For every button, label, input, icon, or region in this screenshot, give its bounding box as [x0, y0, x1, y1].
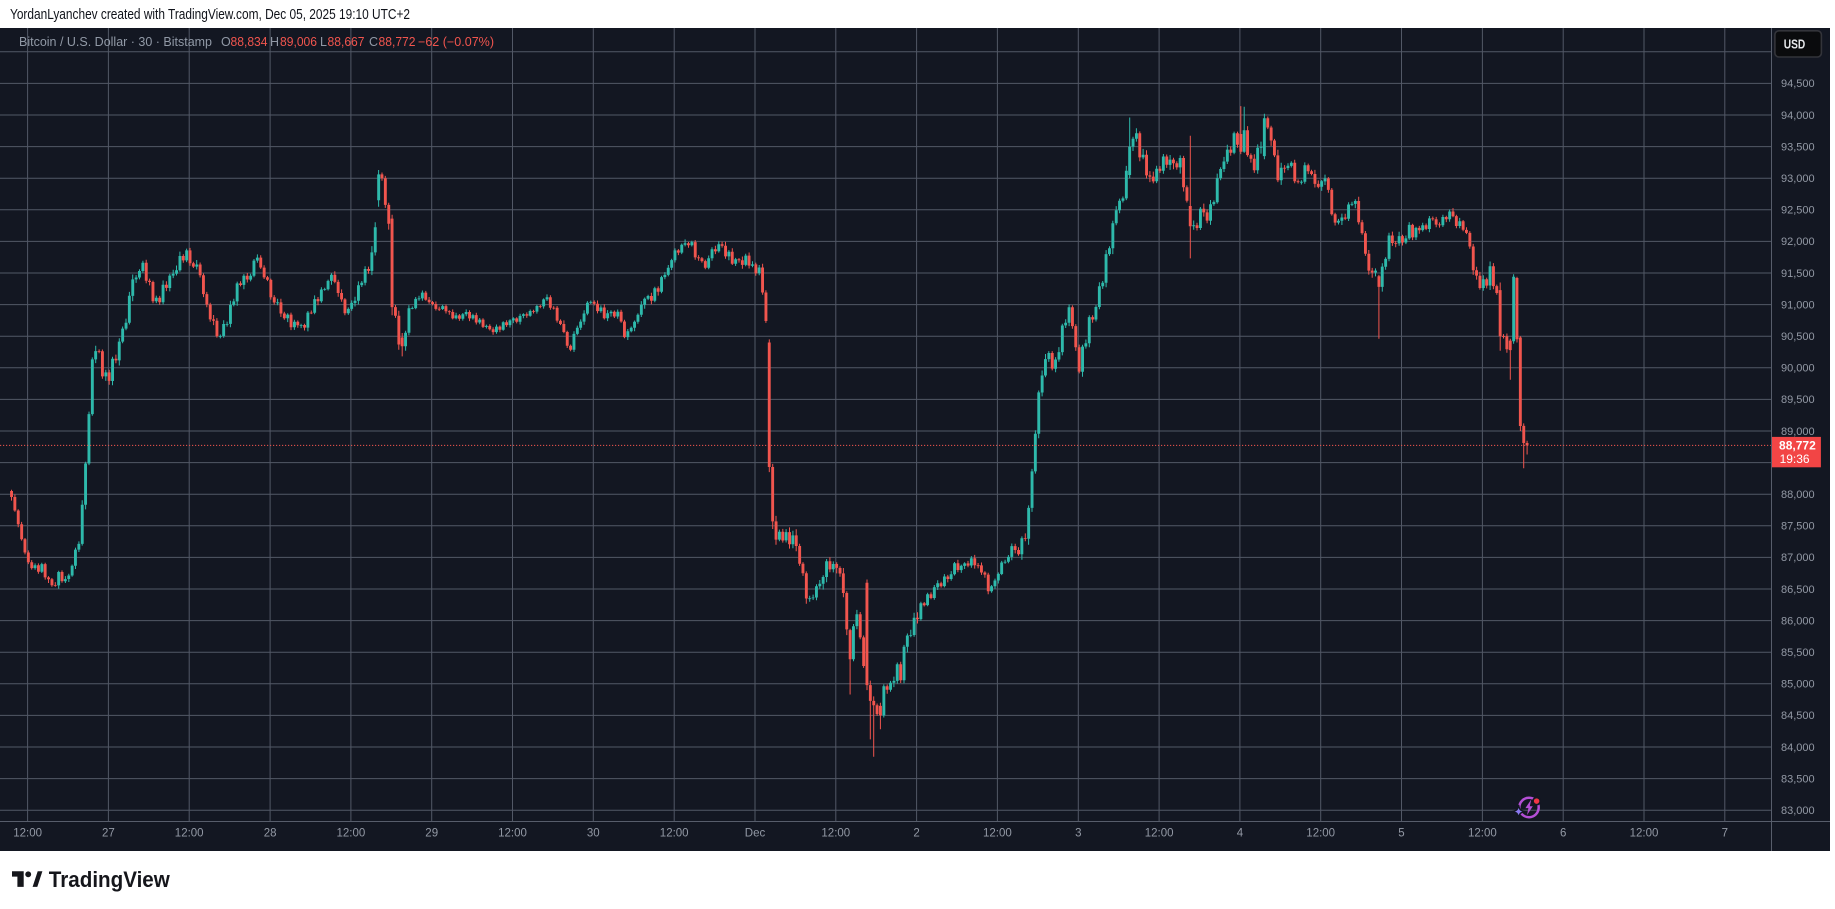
svg-text:12:00: 12:00 [175, 828, 204, 840]
svg-text:Dec: Dec [745, 828, 766, 840]
svg-text:88,772: 88,772 [1779, 438, 1816, 452]
svg-text:12:00: 12:00 [983, 828, 1012, 840]
svg-text:89,006: 89,006 [280, 35, 317, 49]
svg-text:USD: USD [1784, 36, 1806, 51]
svg-text:93,500: 93,500 [1781, 141, 1815, 153]
svg-text:−62 (−0.07%): −62 (−0.07%) [418, 35, 494, 49]
svg-text:84,500: 84,500 [1781, 710, 1815, 722]
svg-text:88,667: 88,667 [328, 35, 365, 49]
svg-text:C: C [369, 35, 378, 49]
svg-text:94,000: 94,000 [1781, 110, 1815, 122]
svg-text:12:00: 12:00 [1468, 828, 1497, 840]
svg-text:O: O [221, 35, 231, 49]
svg-text:4: 4 [1237, 828, 1244, 840]
svg-text:86,500: 86,500 [1781, 584, 1815, 596]
svg-text:2: 2 [913, 828, 919, 840]
svg-text:83,500: 83,500 [1781, 773, 1815, 785]
svg-text:12:00: 12:00 [1630, 828, 1659, 840]
svg-text:TradingView: TradingView [49, 867, 171, 892]
svg-text:3: 3 [1075, 828, 1081, 840]
svg-text:5: 5 [1398, 828, 1404, 840]
svg-text:92,500: 92,500 [1781, 205, 1815, 217]
svg-text:85,500: 85,500 [1781, 647, 1815, 659]
svg-text:Bitcoin / U.S. Dollar · 30 · B: Bitcoin / U.S. Dollar · 30 · Bitstamp [19, 35, 212, 49]
svg-text:89,500: 89,500 [1781, 394, 1815, 406]
svg-text:12:00: 12:00 [1306, 828, 1335, 840]
svg-text:7: 7 [1722, 828, 1728, 840]
svg-text:12:00: 12:00 [337, 828, 366, 840]
svg-text:86,000: 86,000 [1781, 615, 1815, 627]
svg-text:87,000: 87,000 [1781, 552, 1815, 564]
svg-text:28: 28 [264, 828, 277, 840]
svg-text:84,000: 84,000 [1781, 742, 1815, 754]
svg-text:88,000: 88,000 [1781, 489, 1815, 501]
svg-text:93,000: 93,000 [1781, 173, 1815, 185]
svg-text:90,500: 90,500 [1781, 331, 1815, 343]
svg-text:85,000: 85,000 [1781, 679, 1815, 691]
svg-text:H: H [270, 35, 279, 49]
svg-text:19:36: 19:36 [1780, 452, 1810, 466]
svg-text:L: L [320, 35, 327, 49]
svg-text:12:00: 12:00 [821, 828, 850, 840]
svg-text:12:00: 12:00 [13, 828, 42, 840]
svg-text:92,000: 92,000 [1781, 236, 1815, 248]
svg-text:89,000: 89,000 [1781, 426, 1815, 438]
svg-text:94,500: 94,500 [1781, 78, 1815, 90]
svg-text:88,834: 88,834 [231, 35, 268, 49]
svg-text:91,500: 91,500 [1781, 268, 1815, 280]
svg-text:83,000: 83,000 [1781, 805, 1815, 817]
svg-text:87,500: 87,500 [1781, 521, 1815, 533]
svg-text:29: 29 [425, 828, 438, 840]
svg-text:YordanLyanchev created with Tr: YordanLyanchev created with TradingView.… [10, 7, 410, 23]
svg-text:12:00: 12:00 [660, 828, 689, 840]
svg-text:12:00: 12:00 [1145, 828, 1174, 840]
svg-text:90,000: 90,000 [1781, 363, 1815, 375]
svg-text:6: 6 [1560, 828, 1566, 840]
svg-text:30: 30 [587, 828, 600, 840]
svg-text:91,000: 91,000 [1781, 299, 1815, 311]
svg-text:88,772: 88,772 [379, 35, 416, 49]
svg-text:12:00: 12:00 [498, 828, 527, 840]
svg-text:27: 27 [102, 828, 115, 840]
